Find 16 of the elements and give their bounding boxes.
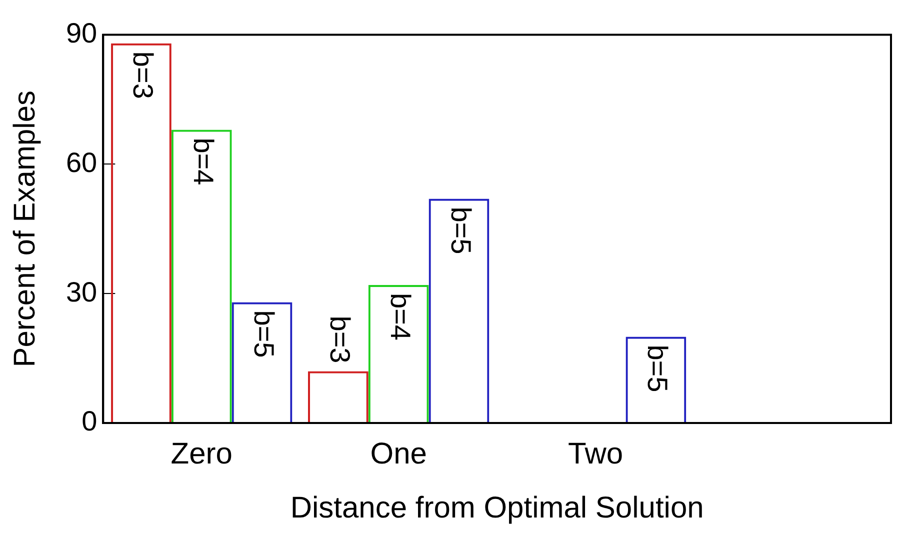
y-tick-label: 90 — [66, 18, 98, 49]
y-tick-label: 30 — [66, 276, 98, 308]
y-axis-title: Percent of Examples — [8, 90, 42, 368]
x-tick-label: One — [370, 437, 427, 470]
text: b=3 — [128, 51, 159, 99]
x-tick-label: Zero — [170, 437, 232, 470]
series-label: b=5 — [248, 310, 280, 358]
x-tick-label: Two — [568, 437, 624, 470]
y-tick-label: 60 — [66, 146, 98, 178]
x-axis-title: Distance from Optimal Solution — [290, 491, 704, 524]
text: b=5 — [642, 344, 674, 392]
text: b=4 — [384, 292, 416, 340]
text: b=3 — [324, 316, 356, 364]
text: b=5 — [445, 206, 476, 254]
series-label: b=4 — [188, 138, 219, 186]
y-tick-label: 0 — [82, 406, 98, 437]
